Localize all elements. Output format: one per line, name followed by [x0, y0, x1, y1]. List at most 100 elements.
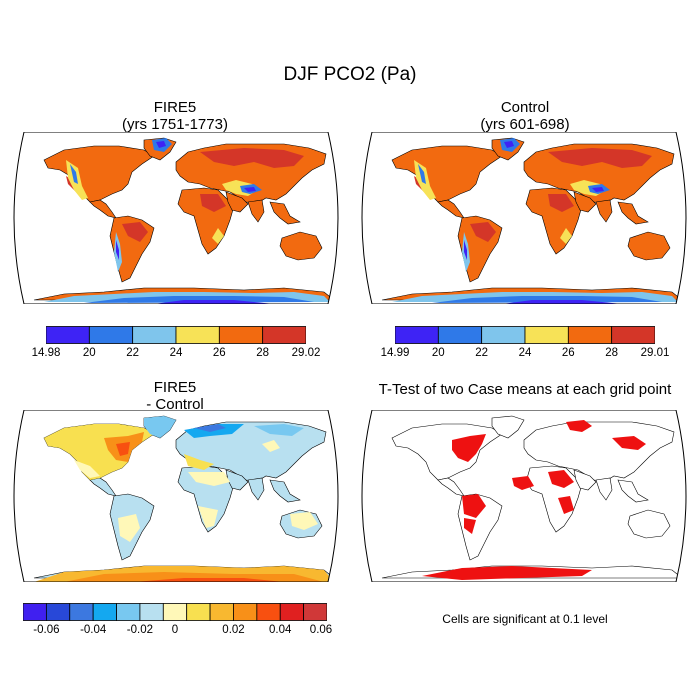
colorbar-label: 24 — [169, 347, 183, 359]
land-mass — [269, 201, 301, 225]
negative-region — [144, 416, 176, 438]
ttest-panel-title: T-Test of two Case means at each grid po… — [378, 381, 672, 398]
land-mass — [573, 191, 597, 213]
colorbar-segment — [611, 326, 655, 344]
land-mass — [247, 477, 265, 501]
map-content — [381, 415, 683, 580]
difference-map — [13, 410, 339, 582]
low-value-region — [156, 141, 166, 148]
colorbar-segment — [23, 603, 47, 621]
land-mass — [627, 509, 671, 539]
control-map — [361, 132, 687, 304]
colorbar-label: 26 — [561, 347, 575, 359]
colorbar-label: 0.04 — [268, 624, 292, 636]
land-mass — [225, 191, 249, 213]
significant-region — [462, 494, 486, 518]
colorbar-segment — [88, 326, 134, 344]
low-value-region — [212, 228, 224, 244]
colorbar-segment — [233, 603, 258, 621]
control-colorbar-labels: 14.99 20 22 24 26 28 29.01 — [381, 347, 670, 361]
colorbar-label: 0 — [171, 624, 179, 636]
colorbar-segment — [395, 326, 439, 344]
fire5-colorbar — [46, 326, 306, 344]
low-value-region — [464, 240, 467, 260]
colorbar-label: 26 — [212, 347, 226, 359]
significant-region — [464, 518, 476, 534]
high-value-region — [122, 222, 148, 242]
positive-region — [118, 514, 140, 542]
land-mass — [627, 231, 671, 261]
land-mass — [523, 421, 675, 483]
low-value-region — [70, 164, 78, 184]
difference-colorbar-labels: -0.06 -0.04 -0.02 0 0.02 0.04 0.06 — [23, 624, 332, 638]
positive-region — [262, 440, 280, 452]
high-value-region — [470, 222, 496, 242]
significant-region — [558, 496, 574, 514]
map-frame — [361, 410, 687, 582]
colorbar-label: 20 — [431, 347, 445, 359]
map-content — [33, 137, 335, 304]
colorbar-label: 14.98 — [31, 347, 61, 359]
low-value-region — [560, 228, 572, 244]
low-value-region — [502, 300, 622, 304]
control-title-line1: Control — [500, 99, 550, 116]
fire5-panel-title: FIRE5 (yrs 1751-1773) — [75, 99, 275, 133]
low-value-region — [592, 187, 604, 192]
land-mass — [279, 231, 323, 261]
positive-region — [184, 454, 214, 470]
colorbar-label: 28 — [256, 347, 270, 359]
colorbar-label: 29.01 — [640, 347, 670, 359]
low-value-region — [84, 296, 314, 303]
map-frame — [361, 132, 687, 304]
land-mass — [617, 479, 649, 503]
low-value-region — [154, 300, 274, 304]
colorbar-segment — [437, 326, 483, 344]
control-panel-title: Control (yrs 601-698) — [425, 99, 625, 133]
negative-region — [254, 424, 304, 436]
land-mass — [573, 469, 597, 491]
land-mass — [617, 201, 649, 225]
colorbar-segment — [69, 603, 94, 621]
colorbar-segment — [162, 603, 188, 621]
colorbar-segment — [218, 326, 264, 344]
significant-region — [452, 434, 486, 462]
diff-panel-title: FIRE5 - Control — [75, 379, 275, 413]
land-mass — [247, 199, 265, 223]
figure-title: DJF PCO2 (Pa) — [283, 64, 417, 85]
low-value-region — [504, 141, 514, 148]
colorbar-segment — [524, 326, 569, 344]
colorbar-segment — [303, 603, 327, 621]
colorbar-label: 29.02 — [291, 347, 321, 359]
significant-region — [512, 476, 534, 490]
colorbar-label: 22 — [126, 347, 140, 359]
high-value-region — [548, 194, 574, 212]
map-frame — [13, 132, 339, 304]
colorbar-label: 24 — [518, 347, 532, 359]
colorbar-label: 22 — [475, 347, 489, 359]
colorbar-label: 0.06 — [309, 624, 333, 636]
positive-region — [74, 460, 100, 478]
colorbar-segment — [186, 603, 211, 621]
significant-region — [566, 420, 592, 432]
positive-region — [188, 472, 230, 486]
positive-region — [116, 442, 130, 456]
high-value-region — [200, 194, 226, 212]
land-mass — [491, 415, 525, 439]
high-value-region — [548, 148, 652, 168]
land-mass — [269, 479, 301, 503]
fire5-title-line1: FIRE5 — [153, 99, 197, 116]
colorbar-segment — [175, 326, 220, 344]
colorbar-label: 0.02 — [222, 624, 245, 636]
significant-region — [612, 436, 646, 450]
diff-title-line1: FIRE5 — [153, 379, 197, 396]
positive-region — [290, 512, 318, 530]
colorbar-segment — [92, 603, 117, 621]
difference-colorbar — [23, 603, 327, 621]
low-value-region — [244, 187, 256, 192]
colorbar-segment — [209, 603, 234, 621]
colorbar-segment — [45, 603, 71, 621]
negative-region — [194, 424, 226, 432]
colorbar-segment — [567, 326, 613, 344]
colorbar-segment — [139, 603, 164, 621]
colorbar-segment — [116, 603, 141, 621]
